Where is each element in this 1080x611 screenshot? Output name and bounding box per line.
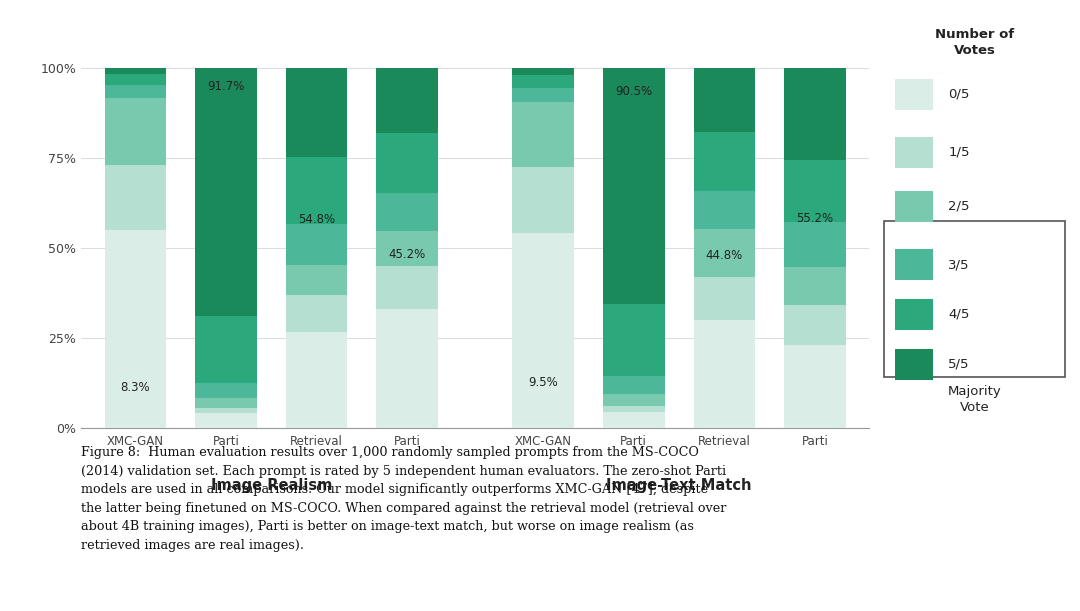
FancyBboxPatch shape [895, 79, 933, 110]
Bar [105, 230, 166, 428]
Text: 44.8%: 44.8% [706, 249, 743, 262]
Bar [286, 68, 348, 157]
Bar [286, 224, 348, 265]
Bar [603, 406, 664, 412]
Bar [105, 75, 166, 85]
Bar [693, 132, 755, 191]
FancyBboxPatch shape [895, 349, 933, 380]
Text: 5/5: 5/5 [948, 358, 970, 371]
Bar [377, 193, 438, 230]
Text: 8.3%: 8.3% [121, 381, 150, 393]
Text: Figure 8:  Human evaluation results over 1,000 randomly sampled prompts from the: Figure 8: Human evaluation results over … [81, 446, 727, 552]
Bar [195, 68, 257, 316]
Bar [377, 266, 438, 309]
Text: 90.5%: 90.5% [616, 85, 652, 98]
Bar [377, 133, 438, 193]
Bar [512, 102, 573, 167]
Bar [377, 230, 438, 266]
FancyBboxPatch shape [895, 137, 933, 168]
Text: 2/5: 2/5 [948, 200, 970, 213]
Bar [105, 85, 166, 98]
Bar [784, 266, 846, 306]
Bar [105, 98, 166, 165]
Text: Image-Text Match: Image-Text Match [606, 478, 752, 493]
Text: 91.7%: 91.7% [207, 81, 245, 93]
Bar [512, 68, 573, 75]
Bar [195, 413, 257, 428]
Bar [693, 191, 755, 229]
Bar [512, 88, 573, 102]
Bar [377, 68, 438, 133]
Bar [286, 157, 348, 224]
Text: Number of
Votes: Number of Votes [935, 27, 1014, 57]
Text: 0/5: 0/5 [948, 88, 970, 101]
Bar [286, 332, 348, 428]
Bar [195, 316, 257, 382]
Bar [195, 382, 257, 398]
Bar [105, 165, 166, 230]
Bar [286, 295, 348, 332]
Bar [693, 277, 755, 320]
Text: 4/5: 4/5 [948, 308, 970, 321]
Bar [693, 68, 755, 132]
Bar [286, 265, 348, 295]
Bar [603, 393, 664, 406]
Bar [784, 161, 846, 222]
Bar [512, 233, 573, 428]
Text: 1/5: 1/5 [948, 146, 970, 159]
Bar [512, 167, 573, 233]
Bar [603, 68, 664, 304]
Bar [784, 306, 846, 345]
FancyBboxPatch shape [895, 191, 933, 222]
Text: Majority
Vote: Majority Vote [948, 385, 1001, 414]
Bar [784, 222, 846, 266]
Text: 3/5: 3/5 [948, 258, 970, 271]
Bar [784, 68, 846, 161]
Bar [603, 376, 664, 393]
Bar [784, 345, 846, 428]
FancyBboxPatch shape [895, 249, 933, 280]
Bar [195, 408, 257, 413]
Text: 9.5%: 9.5% [528, 376, 558, 389]
Bar [603, 412, 664, 428]
Text: 55.2%: 55.2% [796, 212, 834, 225]
Text: 45.2%: 45.2% [389, 248, 426, 261]
Bar [377, 309, 438, 428]
Bar [105, 68, 166, 75]
Bar [693, 320, 755, 428]
Bar [195, 398, 257, 408]
FancyBboxPatch shape [895, 299, 933, 330]
Bar [693, 229, 755, 277]
Bar [603, 304, 664, 376]
Text: 54.8%: 54.8% [298, 213, 335, 226]
Text: Image Realism: Image Realism [211, 478, 332, 493]
Bar [512, 75, 573, 88]
